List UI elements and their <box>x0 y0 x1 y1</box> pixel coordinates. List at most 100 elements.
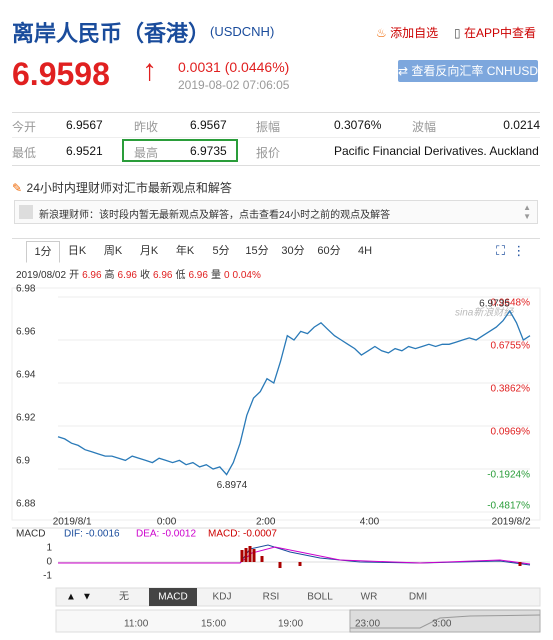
macd-dif: DIF: -0.0016 <box>64 529 120 540</box>
stat-label: 振幅 <box>256 120 281 134</box>
period-tab[interactable]: 年K <box>175 245 195 257</box>
period-tab[interactable]: 日K <box>67 245 87 257</box>
period-tab[interactable]: 月K <box>139 245 159 257</box>
info-date: 2019/08/02 <box>16 270 67 281</box>
button-text: 查看反向汇率 CNHUSD <box>411 64 539 78</box>
timeline-label: 19:00 <box>278 619 303 630</box>
period-tab[interactable]: 60分 <box>317 245 341 257</box>
period-tab[interactable]: 15分 <box>245 245 269 257</box>
stat-value: 6.9521 <box>66 144 103 158</box>
info-label: 低 <box>175 270 186 281</box>
indicator-tab[interactable]: WR <box>361 592 378 603</box>
macd-dea-line <box>58 546 531 565</box>
add-favorite[interactable]: ♨ 添加自选 <box>376 26 439 40</box>
macd-tick-label: -1 <box>43 571 52 582</box>
timeline-label: 11:00 <box>124 619 149 630</box>
stat-label: 昨收 <box>134 120 159 134</box>
indicator-tab[interactable]: KDJ <box>213 592 232 603</box>
info-row: 2019/08/02 开 6.96 高 6.96 收 6.96 低 6.96 量 0 0.04% <box>16 266 264 281</box>
period-tab[interactable]: 4H <box>357 245 373 257</box>
price: 6.9598 <box>12 56 110 92</box>
up-button: ▲ <box>66 592 76 603</box>
info-value: 0 <box>223 270 230 281</box>
y-tick-label: 6.9 <box>16 456 30 467</box>
notice-title-row: ✎ 24小时内理财师对汇市最新观点和解答 <box>12 181 232 195</box>
indicator-tab[interactable]: DMI <box>409 592 427 603</box>
stat-value: 0.0214 <box>503 118 540 132</box>
y-tick-label: 6.92 <box>16 413 36 424</box>
x-tick-label: 2:00 <box>256 517 276 528</box>
y2-tick-label: -0.1924% <box>487 470 530 481</box>
timeline-label: 23:00 <box>355 619 380 630</box>
toolbar-icons[interactable]: ⛶ ⋮ <box>496 243 526 258</box>
info-label: 收 <box>140 270 150 281</box>
info-value: 6.96 <box>153 270 173 281</box>
code: (USDCNH) <box>210 24 275 39</box>
stat-value: Pacific Financial Derivatives. Auckland <box>334 144 539 158</box>
stat-label: 报价 <box>256 146 281 160</box>
macd-dea: DEA: -0.0012 <box>136 529 196 540</box>
indicator-tab[interactable]: 无 <box>119 592 129 603</box>
y2-tick-label: 0.9648% <box>491 298 531 309</box>
low-label: 6.8974 <box>217 480 248 491</box>
stat-value: 6.9567 <box>66 118 103 132</box>
reverse-button[interactable]: ⇄ 查看反向汇率 CNHUSD <box>398 60 538 82</box>
scroll-arrows[interactable]: ▲ ▼ <box>523 203 531 221</box>
stat-label: 今开 <box>12 120 37 134</box>
info-value: 6.96 <box>117 270 137 281</box>
x-tick-label: 2019/8/1 <box>53 517 92 528</box>
app-text: 在APP中查看 <box>463 26 536 40</box>
info-value: 6.96 <box>188 270 208 281</box>
x-tick-label: 2019/8/2 <box>492 517 531 528</box>
info-label: 量 <box>210 270 221 281</box>
macd-tick-label: 1 <box>46 543 52 554</box>
plot-frame <box>11 287 541 521</box>
down-button: ▼ <box>82 592 92 603</box>
stat-label: 最低 <box>12 146 37 160</box>
up-arrow: ↑ <box>142 54 157 87</box>
time: 2019-08-02 07:06:05 <box>178 78 290 92</box>
y-tick-label: 6.88 <box>16 499 36 510</box>
tabs-line <box>12 238 540 239</box>
info-pct: 0.04% <box>232 270 261 281</box>
timeline-label: 3:00 <box>432 619 452 630</box>
period-tab[interactable]: 5分 <box>212 245 230 257</box>
y2-tick-label: 0.0969% <box>491 427 531 438</box>
title: 离岸人民币（香港） <box>12 21 211 46</box>
macd-label: MACD <box>16 529 45 540</box>
high-label: 6.9735 <box>479 299 510 310</box>
watermark: sina新浪财经 <box>455 307 514 319</box>
period-tab[interactable]: 1分 <box>26 241 60 263</box>
stat-label: 波幅 <box>412 120 437 134</box>
timeline-label: 15:00 <box>201 619 226 630</box>
change: 0.0031 (0.0446%) <box>178 59 290 75</box>
price-line <box>57 309 531 476</box>
timeline-trace <box>350 614 541 629</box>
indicator-tab[interactable]: MACD <box>158 592 187 603</box>
stat-value: 6.9735 <box>190 144 227 158</box>
stat-value: 0.3076% <box>334 118 382 132</box>
x-tick-label: 4:00 <box>360 517 380 528</box>
open-app[interactable]: ▯ 在APP中查看 <box>454 26 536 40</box>
indicator-tab[interactable]: RSI <box>263 592 280 603</box>
y-tick-label: 6.96 <box>16 327 36 338</box>
indicator-tab[interactable]: BOLL <box>307 592 333 603</box>
macd-bars <box>240 546 522 568</box>
info-label: 高 <box>104 270 115 281</box>
period-tab[interactable]: 30分 <box>281 245 305 257</box>
selected-tab <box>149 588 197 606</box>
y2-tick-label: 0.6755% <box>491 341 531 352</box>
stat-value: 6.9567 <box>190 118 227 132</box>
info-value: 6.96 <box>82 270 102 281</box>
notice-box[interactable]: 新浪理财师：该时段内暂无最新观点及解答，点击查看24小时之前的观点及解答 ▲ ▼ <box>14 200 538 224</box>
highlight-box <box>122 139 238 162</box>
notice-title: 24小时内理财师对汇市最新观点和解答 <box>26 181 232 195</box>
notice-text: 新浪理财师：该时段内暂无最新观点及解答，点击查看24小时之前的观点及解答 <box>39 210 391 221</box>
macd-tick-label: 0 <box>46 557 52 568</box>
stats-divider <box>12 137 540 138</box>
stats-box <box>12 112 540 166</box>
x-tick-label: 0:00 <box>157 517 177 528</box>
period-tab[interactable]: 周K <box>103 245 123 257</box>
